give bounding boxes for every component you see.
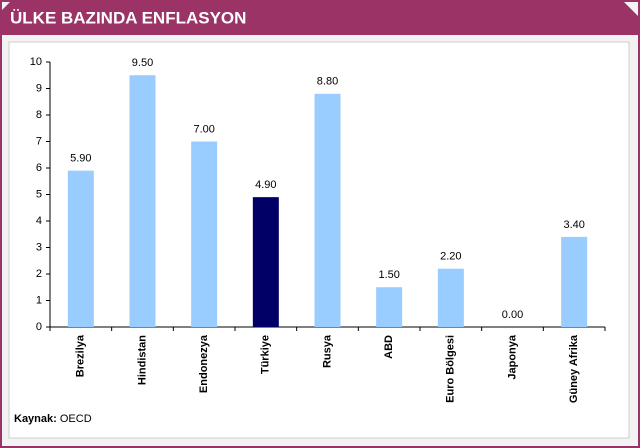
value-label: 3.40 bbox=[563, 219, 584, 231]
x-tick-label: Güney Afrika bbox=[568, 334, 580, 403]
bar bbox=[67, 170, 94, 327]
y-tick-label: 0 bbox=[36, 321, 42, 333]
value-label: 2.20 bbox=[440, 251, 461, 263]
bar bbox=[129, 75, 156, 327]
x-tick-label: Endonezya bbox=[198, 334, 210, 393]
value-label: 9.50 bbox=[132, 57, 153, 69]
source: Kaynak: OECD bbox=[14, 413, 92, 425]
value-label: 7.00 bbox=[193, 123, 214, 135]
y-tick-label: 5 bbox=[36, 188, 42, 200]
x-tick-label: Japonya bbox=[506, 334, 518, 380]
source-label: Kaynak: bbox=[14, 413, 57, 425]
value-label: 5.90 bbox=[70, 153, 91, 165]
bar bbox=[437, 268, 464, 327]
y-tick-label: 6 bbox=[36, 162, 42, 174]
bar bbox=[376, 287, 403, 327]
value-label: 4.90 bbox=[255, 179, 276, 191]
x-tick-label: Euro Bölgesi bbox=[445, 335, 457, 403]
x-tick-label: Hindistan bbox=[136, 335, 148, 385]
bar bbox=[561, 236, 588, 327]
value-label: 8.80 bbox=[317, 76, 338, 88]
value-label: 1.50 bbox=[378, 269, 399, 281]
x-tick-label: Türkiye bbox=[260, 335, 272, 374]
header-bar bbox=[0, 0, 640, 35]
x-tick-label: Rusya bbox=[321, 334, 333, 368]
y-tick-label: 2 bbox=[36, 268, 42, 280]
y-tick-label: 8 bbox=[36, 109, 42, 121]
y-tick-label: 10 bbox=[30, 56, 42, 68]
x-tick-label: Brezilya bbox=[75, 334, 87, 377]
y-tick-label: 1 bbox=[36, 294, 42, 306]
bar bbox=[252, 197, 279, 327]
bar bbox=[314, 93, 341, 327]
chart-title: ÜLKE BAZINDA ENFLASYON bbox=[10, 8, 246, 27]
value-label: 0.00 bbox=[502, 309, 523, 321]
x-tick-label: ABD bbox=[383, 335, 395, 359]
source-value: OECD bbox=[60, 413, 92, 425]
y-tick-label: 4 bbox=[36, 215, 42, 227]
y-tick-label: 3 bbox=[36, 241, 42, 253]
bar bbox=[191, 141, 218, 327]
y-tick-label: 7 bbox=[36, 135, 42, 147]
y-tick-label: 9 bbox=[36, 82, 42, 94]
